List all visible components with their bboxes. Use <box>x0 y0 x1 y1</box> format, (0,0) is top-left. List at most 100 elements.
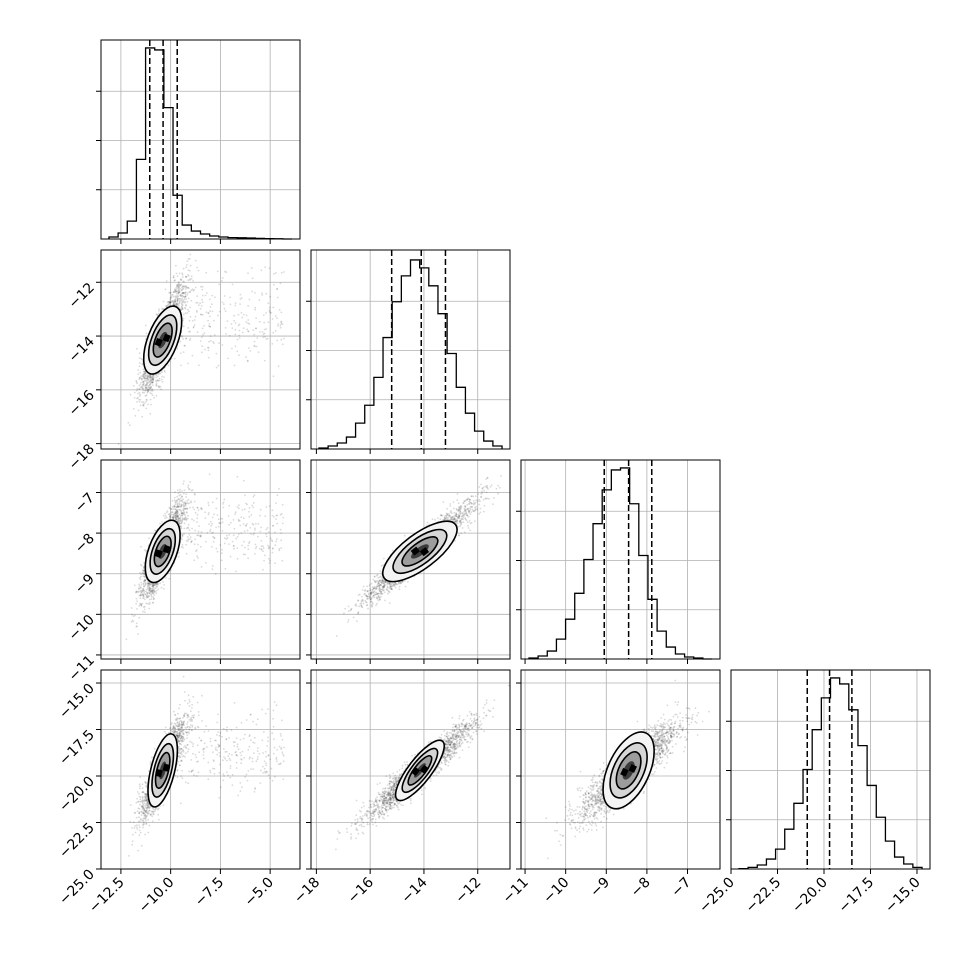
sample-point <box>139 376 141 379</box>
sample-point <box>237 313 240 316</box>
sample-point <box>182 292 185 294</box>
sample-point <box>181 335 184 338</box>
sample-point <box>139 387 141 390</box>
sample-point <box>241 509 244 511</box>
sample-point <box>454 518 457 521</box>
sample-point <box>176 299 179 302</box>
sample-point <box>262 314 265 316</box>
sample-point <box>188 330 190 333</box>
sample-point <box>150 598 153 600</box>
sample-point <box>242 313 245 316</box>
sample-point <box>188 533 191 536</box>
sample-point <box>246 503 249 506</box>
sample-point <box>150 590 153 592</box>
sample-point <box>182 280 185 283</box>
sample-point <box>275 518 277 520</box>
sample-point <box>238 337 241 339</box>
sample-point <box>184 275 187 278</box>
sample-point <box>275 514 278 517</box>
sample-point <box>265 506 268 508</box>
sample-point <box>175 514 178 517</box>
sample-point <box>176 515 179 518</box>
sample-point <box>199 307 202 310</box>
sample-point <box>156 314 159 317</box>
sample-point <box>215 547 218 550</box>
sample-point <box>236 547 239 549</box>
sample-point <box>145 602 148 605</box>
sample-point <box>146 381 148 384</box>
sample-point <box>245 502 247 505</box>
sample-point <box>154 583 157 585</box>
sample-point <box>140 584 143 586</box>
sample-point <box>213 319 215 322</box>
sample-point <box>140 378 143 380</box>
sample-point <box>200 313 203 316</box>
sample-point <box>257 522 260 525</box>
sample-point <box>181 514 184 517</box>
sample-point <box>274 315 277 317</box>
sample-point <box>152 583 154 585</box>
sample-point <box>152 376 155 379</box>
sample-point <box>147 389 150 392</box>
sample-point <box>187 286 190 289</box>
sample-point <box>209 325 211 328</box>
sample-point <box>139 602 141 605</box>
sample-point <box>188 290 191 293</box>
sample-point <box>186 508 189 510</box>
sample-point <box>377 592 379 595</box>
sample-point <box>464 518 467 521</box>
sample-point <box>459 520 461 523</box>
sample-point <box>151 381 154 384</box>
sample-point <box>471 505 474 508</box>
sample-point <box>146 382 148 385</box>
sample-point <box>185 275 187 278</box>
sample-point <box>153 529 156 532</box>
sample-point <box>165 305 168 307</box>
sample-point <box>211 568 214 571</box>
sample-point <box>136 401 138 403</box>
sample-point <box>178 498 180 500</box>
sample-point <box>174 506 176 508</box>
sample-point <box>147 389 150 391</box>
sample-point <box>233 364 236 367</box>
sample-point <box>152 583 155 586</box>
sample-point <box>140 377 143 380</box>
sample-point <box>184 502 187 505</box>
sample-point <box>384 599 386 602</box>
sample-point <box>221 280 223 282</box>
sample-point <box>141 415 144 418</box>
sample-point <box>276 514 279 517</box>
sample-point <box>141 593 144 596</box>
sample-point <box>160 371 163 374</box>
sample-point <box>144 375 147 378</box>
sample-point <box>181 298 183 301</box>
sample-point <box>182 325 185 328</box>
sample-point <box>366 598 368 600</box>
sample-point <box>183 506 185 508</box>
sample-point <box>148 589 151 592</box>
sample-point <box>218 310 221 313</box>
sample-point <box>181 535 184 538</box>
sample-point <box>209 325 212 328</box>
sample-point <box>175 508 178 511</box>
sample-point <box>152 592 154 594</box>
sample-point <box>250 267 253 269</box>
sample-point <box>187 269 190 272</box>
sample-point <box>187 273 189 276</box>
sample-point <box>172 299 175 302</box>
density-cell <box>154 337 163 347</box>
sample-point <box>146 592 149 594</box>
sample-point <box>271 547 274 550</box>
sample-point <box>265 292 268 295</box>
sample-point <box>145 595 148 597</box>
sample-point <box>145 590 148 593</box>
sample-point <box>173 357 176 360</box>
sample-point <box>144 372 147 375</box>
sample-point <box>390 585 393 588</box>
sample-point <box>265 533 267 535</box>
sample-point <box>144 579 147 582</box>
sample-point <box>461 514 464 516</box>
sample-point <box>142 571 144 574</box>
sample-point <box>172 294 174 296</box>
sample-point <box>182 351 185 353</box>
